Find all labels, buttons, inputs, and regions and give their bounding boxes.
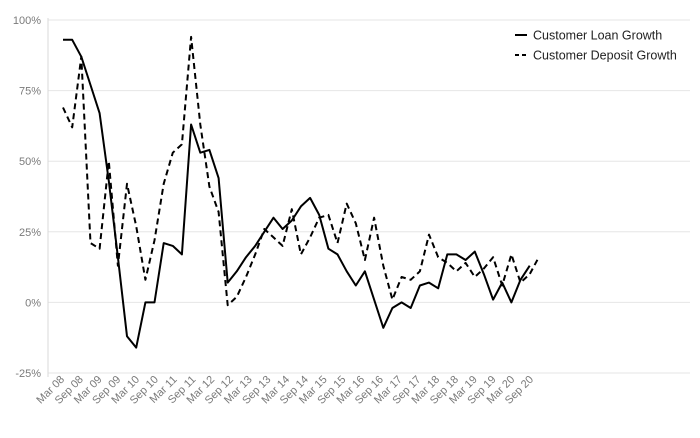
series-line-loan-growth bbox=[63, 40, 530, 348]
legend-label-deposit: Customer Deposit Growth bbox=[533, 49, 677, 63]
legend: Customer Loan Growth Customer Deposit Gr… bbox=[515, 29, 677, 63]
y-axis: 100% 75% 50% 25% 0% -25% bbox=[13, 15, 41, 380]
y-tick-label: 50% bbox=[19, 156, 41, 168]
y-tick-label: 25% bbox=[19, 227, 41, 239]
series-lines bbox=[63, 37, 539, 348]
y-tick-label: -25% bbox=[15, 368, 41, 380]
y-tick-label: 75% bbox=[19, 86, 41, 98]
legend-label-loan: Customer Loan Growth bbox=[533, 29, 662, 43]
series-line-deposit-growth bbox=[63, 37, 539, 305]
y-tick-label: 100% bbox=[13, 15, 41, 27]
gridlines bbox=[48, 18, 690, 377]
y-tick-label: 0% bbox=[25, 297, 41, 309]
